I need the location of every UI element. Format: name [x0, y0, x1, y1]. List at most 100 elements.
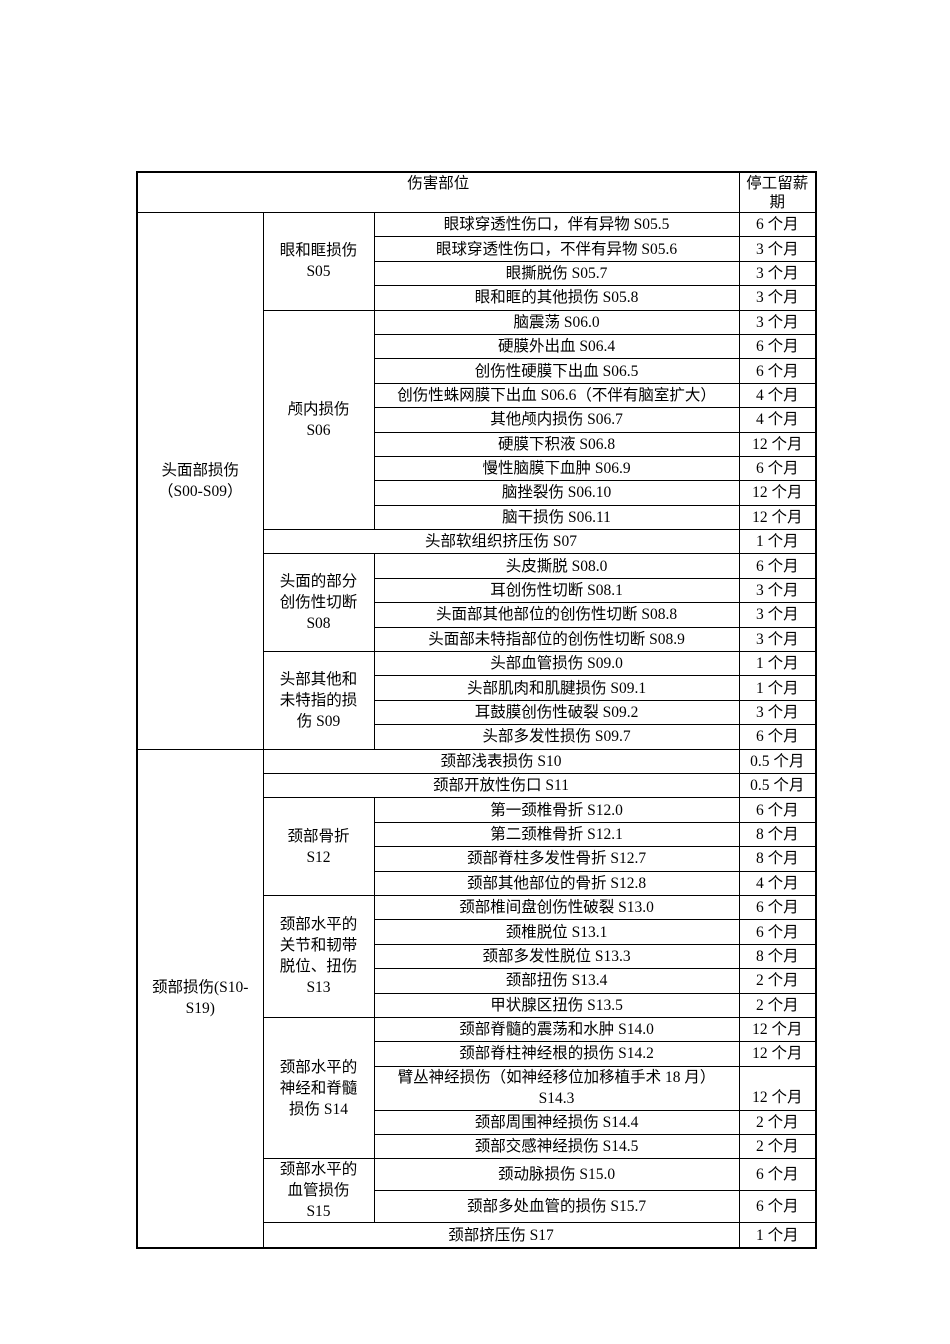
duration-header: 停工留薪 期 [738, 171, 817, 213]
table-row: 其他颅内损伤 S06.7 4 个月 [137, 407, 817, 433]
duration-cell: 6 个月 [738, 211, 817, 238]
table-row: 颈椎脱位 S13.1 6 个月 [137, 919, 817, 945]
injury-cell: 头面部其他部位的创伤性切断 S08.8 [373, 602, 740, 628]
injury-cell: 第一颈椎骨折 S12.0 [373, 797, 740, 823]
duration-cell: 3 个月 [738, 577, 817, 604]
table-row: 头面部未特指部位的创伤性切断 S08.9 3 个月 [137, 626, 817, 653]
injury-cell: 颈椎脱位 S13.1 [373, 919, 740, 945]
injury-cell: 眼撕脱伤 S05.7 [373, 260, 740, 287]
subcategory-cell: 眼和眶损伤 S05 [262, 212, 375, 311]
injury-cell: 臂丛神经损伤（如神经移位加移植手术 18 月） S14.3 [373, 1065, 740, 1111]
duration-cell: 3 个月 [738, 602, 817, 628]
injury-cell: 慢性脑膜下血肿 S06.9 [373, 455, 740, 482]
table-row: 甲状腺区扭伤 S13.5 2 个月 [137, 992, 817, 1018]
table-row: 第二颈椎骨折 S12.1 8 个月 [137, 821, 817, 848]
subcategory-cell: 颈部水平的 血管损伤 S15 [262, 1158, 375, 1224]
duration-cell: 6 个月 [738, 1158, 817, 1192]
table-row: 头面部损伤 （S00-S09） 眼和眶损伤 S05 眼球穿透性伤口，伴有异物 S05… [136, 211, 817, 750]
duration-cell: 6 个月 [738, 797, 817, 823]
injury-cell: 头面部未特指部位的创伤性切断 S08.9 [373, 626, 740, 653]
table-row: 颈部多处血管的损伤 S15.7 6 个月 [137, 1190, 817, 1224]
duration-cell: 8 个月 [738, 846, 817, 872]
table-row: 头部软组织挤压伤 S07 1 个月 [137, 529, 817, 555]
duration-cell: 1 个月 [738, 1222, 817, 1249]
table-row: 慢性脑膜下血肿 S06.9 6 个月 [137, 455, 817, 482]
table-row: 颈部其他部位的骨折 S12.8 4 个月 [137, 870, 817, 896]
table-row: 颈部多发性脱位 S13.3 8 个月 [137, 943, 817, 970]
table-row: 眼和眶的其他损伤 S05.8 3 个月 [137, 285, 817, 311]
duration-cell: 12 个月 [738, 504, 817, 531]
duration-cell: 3 个月 [738, 285, 817, 311]
duration-cell: 12 个月 [738, 1041, 817, 1067]
table-row: 眼球穿透性伤口，不伴有异物 S05.6 3 个月 [137, 236, 817, 262]
table-row: 颈部水平的 神经和脊髓 损伤 S14 颈部脊髓的震荡和水肿 S14.0 12 个月 [137, 1016, 817, 1160]
injury-cell: 眼球穿透性伤口，不伴有异物 S05.6 [373, 236, 740, 262]
injury-cell: 颈部椎间盘创伤性破裂 S13.0 [373, 894, 740, 921]
injury-cell: 创伤性蛛网膜下出血 S06.6（不伴有脑室扩大） [373, 382, 740, 409]
table-row: 头部多发性损伤 S09.7 6 个月 [137, 724, 817, 750]
duration-cell: 8 个月 [738, 821, 817, 848]
injury-part-header: 伤害部位 [136, 171, 740, 213]
duration-cell: 6 个月 [738, 724, 817, 750]
injury-cell: 颈部周围神经损伤 S14.4 [373, 1109, 740, 1136]
subcategory-cell: 颈部水平的 关节和韧带 脱位、扭伤 S13 [262, 894, 375, 1018]
table-row: 颈部挤压伤 S17 1 个月 [137, 1222, 817, 1249]
duration-cell: 6 个月 [738, 894, 817, 921]
table-row: 头部其他和 未特指的损 伤 S09 头部血管损伤 S09.0 1 个月 [137, 651, 817, 750]
subcategory-cell: 颈部骨折 S12 [262, 797, 375, 896]
injury-cell: 颈部扭伤 S13.4 [373, 968, 740, 994]
injury-cell: 创伤性硬膜下出血 S06.5 [373, 358, 740, 384]
injury-cell: 颈部脊柱神经根的损伤 S14.2 [373, 1041, 740, 1067]
injury-cell: 颈动脉损伤 S15.0 [373, 1158, 740, 1192]
table-row: 创伤性蛛网膜下出血 S06.6（不伴有脑室扩大） 4 个月 [137, 382, 817, 409]
table-row: 颈部交感神经损伤 S14.5 2 个月 [137, 1134, 817, 1160]
injury-cell: 其他颅内损伤 S06.7 [373, 407, 740, 433]
duration-cell: 3 个月 [738, 626, 817, 653]
subcategory-cell: 颈部水平的 神经和脊髓 损伤 S14 [262, 1016, 375, 1160]
injury-cell: 眼球穿透性伤口，伴有异物 S05.5 [373, 211, 740, 238]
duration-cell: 12 个月 [738, 480, 817, 506]
table-row: 颈部脊柱多发性骨折 S12.7 8 个月 [137, 846, 817, 872]
injury-cell: 脑震荡 S06.0 [373, 309, 740, 335]
table-row: 脑干损伤 S06.11 12 个月 [137, 504, 817, 531]
injury-cell: 颈部多发性脱位 S13.3 [373, 943, 740, 970]
category-cell: 头面部损伤 （S00-S09） [136, 212, 264, 750]
injury-cell: 颈部其他部位的骨折 S12.8 [373, 870, 740, 896]
duration-cell: 2 个月 [738, 1109, 817, 1136]
injury-cell: 颈部交感神经损伤 S14.5 [373, 1134, 740, 1160]
injury-cell: 颈部脊髓的震荡和水肿 S14.0 [373, 1016, 740, 1043]
merged-injury-cell: 颈部挤压伤 S17 [262, 1222, 740, 1249]
duration-cell: 6 个月 [738, 1190, 817, 1224]
table-row: 硬膜下积液 S06.8 12 个月 [137, 431, 817, 457]
injury-cell: 脑挫裂伤 S06.10 [373, 480, 740, 506]
duration-cell: 1 个月 [738, 651, 817, 677]
table-row: 脑挫裂伤 S06.10 12 个月 [137, 480, 817, 506]
duration-cell: 2 个月 [738, 992, 817, 1018]
duration-cell: 1 个月 [738, 529, 817, 555]
subcategory-cell: 头面的部分 创伤性切断 S08 [262, 553, 375, 653]
duration-cell: 6 个月 [738, 455, 817, 482]
injury-cell: 耳鼓膜创伤性破裂 S09.2 [373, 699, 740, 726]
merged-injury-cell: 颈部开放性伤口 S11 [262, 772, 740, 799]
duration-cell: 3 个月 [738, 309, 817, 335]
injury-cell: 头部多发性损伤 S09.7 [373, 724, 740, 750]
table-row: 颈部周围神经损伤 S14.4 2 个月 [137, 1109, 817, 1136]
duration-cell: 4 个月 [738, 407, 817, 433]
duration-cell: 3 个月 [738, 699, 817, 726]
table-row: 颈部骨折 S12 第一颈椎骨折 S12.0 6 个月 [137, 797, 817, 896]
duration-cell: 2 个月 [738, 1134, 817, 1160]
injury-cell: 头部肌肉和肌腱损伤 S09.1 [373, 675, 740, 701]
injury-cell: 头部血管损伤 S09.0 [373, 651, 740, 677]
table-row: 头部肌肉和肌腱损伤 S09.1 1 个月 [137, 675, 817, 701]
table-row: 硬膜外出血 S06.4 6 个月 [137, 333, 817, 360]
injury-cell: 头皮撕脱 S08.0 [373, 553, 740, 579]
table-row: 臂丛神经损伤（如神经移位加移植手术 18 月） S14.3 12 个月 [137, 1065, 817, 1111]
duration-cell: 8 个月 [738, 943, 817, 970]
duration-cell: 3 个月 [738, 260, 817, 287]
table-row: 眼撕脱伤 S05.7 3 个月 [137, 260, 817, 287]
category-cell: 颈部损伤(S10- S19) [136, 748, 264, 1249]
duration-cell: 0.5 个月 [738, 772, 817, 799]
duration-cell: 1 个月 [738, 675, 817, 701]
table-row: 颈部脊柱神经根的损伤 S14.2 12 个月 [137, 1041, 817, 1067]
